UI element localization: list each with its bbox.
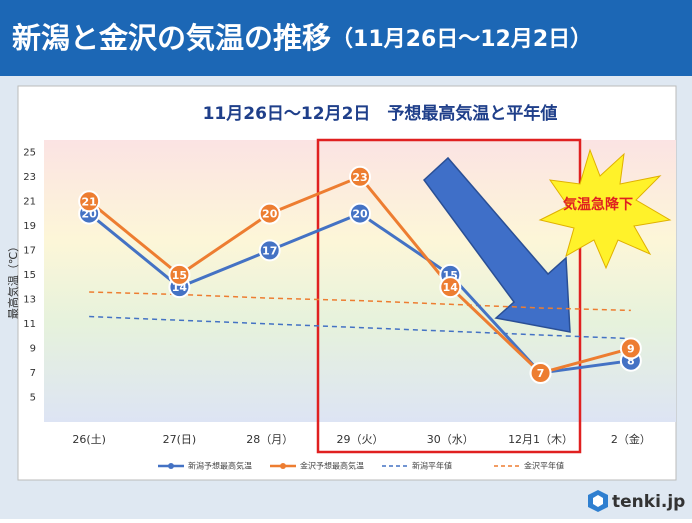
y-tick-label: 17: [23, 245, 36, 256]
legend-label: 新潟平年値: [412, 461, 452, 471]
x-tick-label: 26(土): [72, 433, 106, 446]
data-point: [349, 165, 371, 188]
x-tick-label: 28（月）: [246, 433, 293, 446]
y-tick-label: 5: [30, 392, 36, 403]
data-label: 8: [627, 355, 635, 368]
data-point: [168, 263, 191, 286]
y-tick-label: 23: [23, 172, 36, 183]
title-range: （11月26日～12月2日）: [331, 27, 592, 52]
y-tick-label: 9: [30, 343, 36, 354]
y-axis-label: 最高気温（℃）: [6, 241, 20, 319]
y-tick-label: 15: [23, 270, 36, 281]
data-label: 9: [627, 342, 635, 355]
legend-label: 新潟予想最高気温: [188, 461, 252, 471]
data-point: [258, 202, 281, 225]
data-point: [619, 337, 642, 360]
legend-marker: [168, 463, 174, 469]
y-tick-label: 7: [30, 368, 36, 379]
data-label: 20: [262, 208, 278, 221]
legend-label: 金沢予想最高気温: [300, 461, 364, 471]
annotation: 気温急降下: [563, 196, 633, 213]
data-point: [529, 361, 552, 384]
title: 新潟と金沢の気温の推移: [12, 21, 331, 55]
x-tick-label: 12月1（木）: [508, 433, 573, 446]
logo-text: tenki.jp: [612, 492, 685, 512]
data-point: [78, 190, 101, 213]
data-label: 20: [352, 208, 368, 221]
data-label: 23: [352, 171, 367, 184]
trend-arrow: [422, 156, 571, 333]
x-tick-label: 27(日): [163, 433, 197, 446]
legend-marker: [280, 463, 286, 469]
x-tick-label: 2（金）: [611, 432, 651, 446]
logo: tenki.jp: [588, 490, 685, 512]
y-tick-label: 25: [23, 147, 36, 158]
x-tick-label: 30（水）: [427, 433, 474, 446]
header-bar: [0, 0, 692, 76]
highlight-box: [316, 138, 582, 454]
data-label: 15: [172, 269, 187, 282]
data-point: [439, 276, 462, 299]
data-point: [349, 202, 371, 225]
data-point: [258, 239, 281, 262]
y-tick-label: 13: [23, 294, 36, 305]
data-label: 7: [537, 367, 545, 380]
header-title: 新潟と金沢の気温の推移（11月26日～12月2日）: [12, 21, 592, 55]
normal-line: [89, 315, 631, 340]
y-tick-label: 21: [23, 196, 36, 207]
chart-subtitle: 11月26日～12月2日 予想最高気温と平年値: [203, 103, 558, 124]
logo-icon-inner: [593, 495, 603, 507]
data-label: 21: [81, 195, 96, 208]
data-label: 14: [443, 281, 459, 294]
x-tick-label: 29（火）: [337, 433, 384, 446]
y-tick-label: 19: [23, 221, 36, 232]
legend-label: 金沢平年値: [524, 461, 564, 471]
y-tick-label: 11: [23, 319, 36, 330]
starburst: [538, 148, 672, 270]
data-label: 17: [262, 244, 277, 257]
